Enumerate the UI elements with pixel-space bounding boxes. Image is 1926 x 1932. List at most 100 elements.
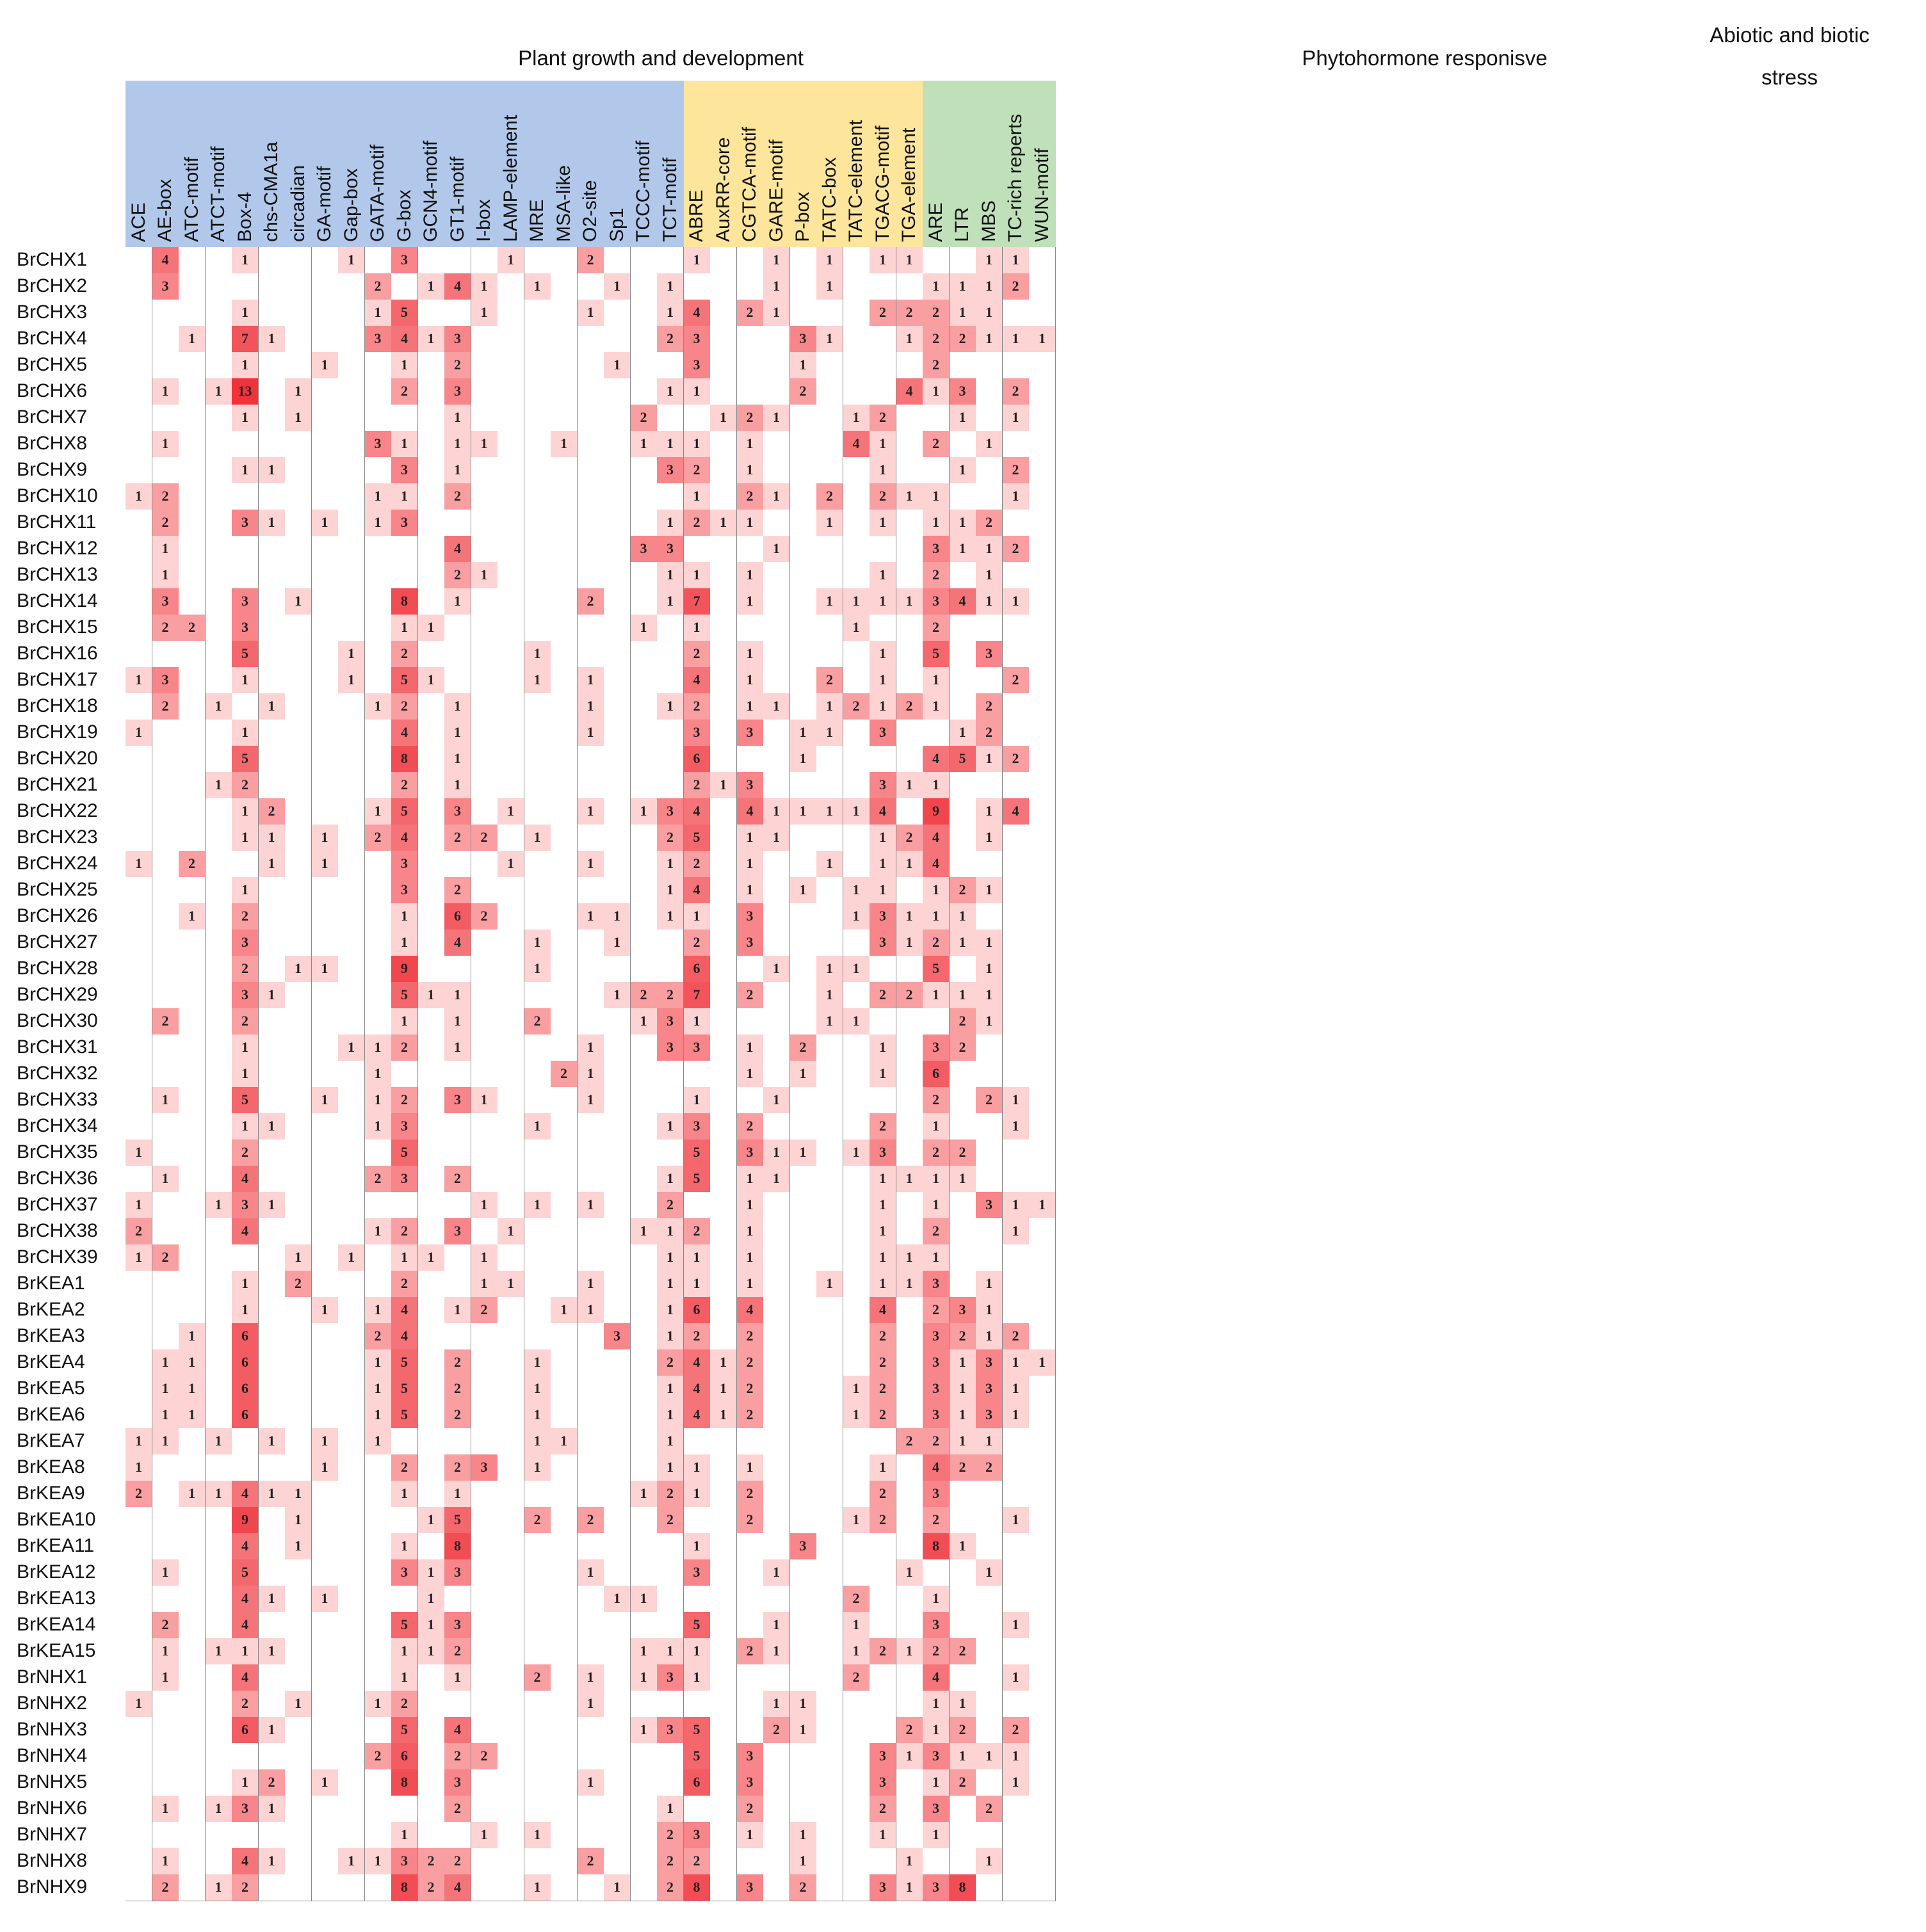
heatmap-cell xyxy=(551,1822,578,1849)
heatmap-cell xyxy=(311,1034,339,1061)
heatmap-cell: 4 xyxy=(444,536,471,563)
heatmap-cell: 3 xyxy=(923,1874,950,1901)
row-label: BrCHX37 xyxy=(17,1194,98,1215)
heatmap-cell xyxy=(179,746,206,773)
heatmap-cell: 1 xyxy=(896,851,923,878)
heatmap-cell xyxy=(338,1192,365,1219)
column-label: ATC-motif xyxy=(181,157,202,242)
heatmap-cell: 1 xyxy=(657,431,684,458)
heatmap-cell xyxy=(125,1008,152,1035)
heatmap-cell xyxy=(789,982,817,1009)
heatmap-cell: 1 xyxy=(683,903,711,930)
heatmap-cell xyxy=(949,667,976,694)
heatmap-cell xyxy=(1002,1061,1030,1088)
heatmap-cell xyxy=(577,1113,604,1140)
heatmap-cell: 3 xyxy=(391,877,418,904)
heatmap-cell xyxy=(364,1271,392,1298)
heatmap-cell xyxy=(285,1139,312,1166)
heatmap-cell xyxy=(311,326,339,353)
heatmap-cell xyxy=(949,352,976,379)
heatmap-cell xyxy=(205,1717,232,1744)
heatmap-cell: 1 xyxy=(364,693,392,720)
heatmap-cell: 1 xyxy=(311,1769,339,1796)
heatmap-cell xyxy=(949,798,976,825)
heatmap-cell xyxy=(763,1244,790,1271)
heatmap-cell: 2 xyxy=(789,1034,817,1061)
heatmap-cell xyxy=(763,1796,790,1823)
heatmap-cell: 1 xyxy=(471,1087,498,1114)
heatmap-cell xyxy=(843,1192,870,1219)
heatmap-cell xyxy=(710,1874,737,1901)
row-label: BrKEA7 xyxy=(17,1430,85,1451)
heatmap-cell: 1 xyxy=(232,247,259,274)
heatmap-cell xyxy=(498,1743,524,1770)
heatmap-cell xyxy=(604,247,631,274)
heatmap-cell: 2 xyxy=(152,1612,179,1639)
heatmap-cell xyxy=(471,1323,498,1350)
heatmap-cell xyxy=(258,1664,286,1691)
heatmap-cell: 2 xyxy=(923,615,950,641)
heatmap-cell xyxy=(630,1113,658,1140)
heatmap-cell xyxy=(551,562,578,589)
heatmap-cell: 1 xyxy=(577,1271,604,1298)
column-label: ATCT-motif xyxy=(207,146,229,242)
heatmap-cell xyxy=(816,746,843,773)
heatmap-cell: 1 xyxy=(816,693,843,720)
heatmap-cell: 1 xyxy=(896,247,923,274)
heatmap-cell xyxy=(736,1087,764,1114)
heatmap-cell xyxy=(338,1166,365,1193)
heatmap-cell: 2 xyxy=(870,1481,896,1508)
heatmap-cell: 1 xyxy=(152,1402,179,1429)
heatmap-cell: 1 xyxy=(870,667,896,694)
heatmap-cell xyxy=(338,1559,365,1586)
heatmap-cell xyxy=(789,825,817,851)
heatmap-cell: 1 xyxy=(976,746,1003,773)
heatmap-cell: 1 xyxy=(949,930,976,956)
heatmap-cell: 2 xyxy=(976,720,1003,746)
heatmap-cell xyxy=(364,1874,392,1901)
heatmap-cell: 1 xyxy=(524,956,551,983)
heatmap-cell xyxy=(763,1349,790,1376)
row-label: BrKEA14 xyxy=(17,1614,96,1635)
heatmap-cell: 4 xyxy=(444,1874,471,1901)
heatmap-cell: 1 xyxy=(949,720,976,746)
heatmap-cell xyxy=(125,510,152,536)
heatmap-cell xyxy=(896,1087,923,1114)
heatmap-cell xyxy=(604,772,631,799)
heatmap-cell xyxy=(1029,1271,1056,1298)
heatmap-cell xyxy=(763,1297,790,1324)
heatmap-cell xyxy=(258,1008,286,1035)
heatmap-cell xyxy=(152,1822,179,1849)
heatmap-cell xyxy=(896,1323,923,1350)
heatmap-cell: 1 xyxy=(391,1481,418,1508)
heatmap-cell xyxy=(1002,1244,1030,1271)
heatmap-cell xyxy=(816,1822,843,1849)
heatmap-cell: 1 xyxy=(577,1087,604,1114)
heatmap-cell xyxy=(630,1061,658,1088)
heatmap-cell xyxy=(1029,247,1056,274)
heatmap-cell xyxy=(870,273,896,300)
heatmap-cell xyxy=(816,1113,843,1140)
heatmap-cell: 2 xyxy=(870,1796,896,1823)
heatmap-cell xyxy=(258,300,286,326)
heatmap-cell: 1 xyxy=(417,1244,445,1271)
heatmap-cell: 1 xyxy=(444,720,471,746)
heatmap-cell xyxy=(258,1297,286,1324)
heatmap-cell xyxy=(524,247,551,274)
heatmap-cell xyxy=(896,405,923,431)
heatmap-cell xyxy=(285,1323,312,1350)
heatmap-cell xyxy=(551,956,578,983)
heatmap-cell: 2 xyxy=(391,1218,418,1245)
heatmap-cell xyxy=(1029,1244,1056,1271)
heatmap-cell xyxy=(604,1533,631,1560)
heatmap-cell xyxy=(258,667,286,694)
heatmap-cell xyxy=(152,825,179,851)
heatmap-cell xyxy=(843,1874,870,1901)
heatmap-cell: 1 xyxy=(391,1008,418,1035)
heatmap-cell: 1 xyxy=(976,247,1003,274)
heatmap-cell xyxy=(577,1244,604,1271)
heatmap-cell xyxy=(258,903,286,930)
heatmap-cell xyxy=(152,1271,179,1298)
heatmap-cell xyxy=(391,1796,418,1823)
heatmap-cell: 2 xyxy=(763,1717,790,1744)
